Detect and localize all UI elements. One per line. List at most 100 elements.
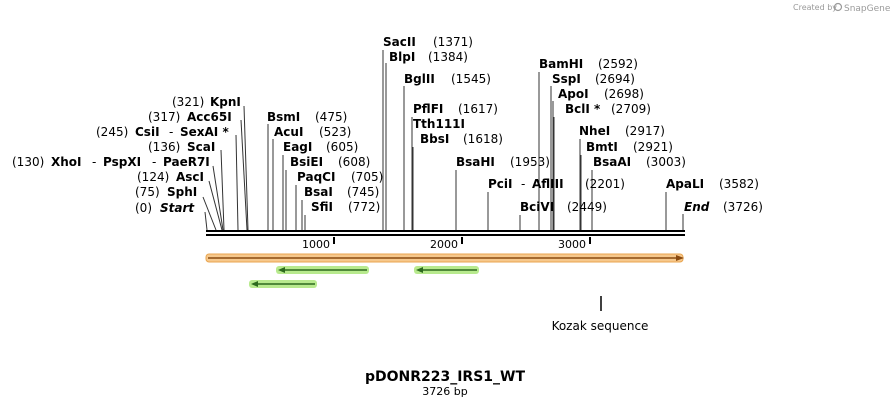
site-label-start[interactable]: Start: [160, 201, 195, 215]
site-label-xhoi[interactable]: XhoI: [51, 155, 82, 169]
site-label-bmti[interactable]: BmtI: [586, 140, 618, 154]
site-pos-kpni: (321): [172, 95, 204, 109]
leader-line-sphi: [202, 196, 217, 231]
orf-arrow-icon: [676, 255, 684, 261]
site-label-afliii[interactable]: AflIII: [532, 177, 564, 191]
site-label-bsiei[interactable]: BsiEI: [290, 155, 323, 169]
primer-2[interactable]: [414, 266, 479, 274]
site-label-end[interactable]: End: [684, 200, 710, 214]
site-label-blpi[interactable]: BlpI: [389, 50, 415, 64]
leader-line-scai: [220, 149, 225, 231]
site-label-bsai[interactable]: BsaI: [304, 185, 333, 199]
site-pos-bsiei: (608): [338, 155, 370, 169]
snapgene-branding: Created by SnapGene: [793, 2, 891, 14]
site-pos-bglii: (1545): [451, 72, 491, 86]
site-label-nhei[interactable]: NheI: [579, 124, 610, 138]
primer-1[interactable]: [276, 266, 369, 274]
site-pos-bsai: (745): [347, 185, 379, 199]
orf-feature[interactable]: [205, 253, 684, 263]
site-pos-sfii: (772): [348, 200, 380, 214]
site-pos-sphi: (75): [135, 185, 160, 199]
site-label-bglii[interactable]: BglII: [404, 72, 435, 86]
branding-prefix: Created by: [793, 3, 837, 12]
site-pos-bsaai: (3003): [646, 155, 686, 169]
site-pos-xhoi: (130): [12, 155, 44, 169]
site-label-paer7i[interactable]: PaeR7I: [163, 155, 210, 169]
leader-line-start: [204, 211, 208, 231]
site-pos-sspi: (2694): [595, 72, 635, 86]
site-label-sphi[interactable]: SphI: [167, 185, 197, 199]
site-label-bsahi[interactable]: BsaHI: [456, 155, 495, 169]
site-leader-lines: [202, 50, 684, 231]
site-separator-pspxi: -: [152, 155, 156, 169]
site-pos-bcivi: (2449): [567, 200, 607, 214]
ruler-tick-2000: [461, 237, 463, 244]
leader-line-kpni: [243, 105, 249, 231]
kozak-feature[interactable]: Kozak sequence: [552, 296, 649, 333]
primer-3[interactable]: [249, 280, 317, 288]
site-label-sspi[interactable]: SspI: [552, 72, 581, 86]
site-label-bsaai[interactable]: BsaAI: [593, 155, 631, 169]
site-pos-acc65i: (317): [148, 110, 180, 124]
site-label-pcii[interactable]: PciI: [488, 177, 513, 191]
site-pos-pflfi: (1617): [458, 102, 498, 116]
site-label-acc65i[interactable]: Acc65I: [187, 110, 232, 124]
branding-name: SnapGene: [844, 4, 891, 14]
site-label-tth111i[interactable]: Tth111I: [413, 117, 465, 131]
ruler-tick-3000: [589, 237, 591, 244]
plasmid-length: 3726 bp: [422, 385, 467, 398]
site-label-kpni[interactable]: KpnI: [210, 95, 241, 109]
site-pos-apali: (3582): [719, 177, 759, 191]
site-label-scai[interactable]: ScaI: [187, 140, 215, 154]
site-label-sacii[interactable]: SacII: [383, 35, 416, 49]
site-pos-paqci: (705): [351, 170, 383, 184]
backbone-bottom-strand: [206, 234, 685, 236]
site-label-bcivi[interactable]: BciVI: [520, 200, 554, 214]
site-pos-bbsi: (1618): [463, 132, 503, 146]
plasmid-name: pDONR223_IRS1_WT: [365, 369, 526, 385]
site-pos-afliii: (2201): [585, 177, 625, 191]
site-pos-eagi: (605): [326, 140, 358, 154]
leader-line-xhoi: [212, 165, 224, 231]
site-label-apali[interactable]: ApaLI: [666, 177, 704, 191]
primer-2-arrow-icon: [416, 267, 423, 273]
site-pos-sacii: (1371): [433, 35, 473, 49]
site-pos-end: (3726): [723, 200, 763, 214]
kozak-label: Kozak sequence: [552, 319, 649, 333]
site-label-bbsi[interactable]: BbsI: [420, 132, 449, 146]
site-label-asci[interactable]: AscI: [176, 170, 204, 184]
site-pos-asci: (124): [137, 170, 169, 184]
site-label-bamhi[interactable]: BamHI: [539, 57, 583, 71]
site-pos-bcli: (2709): [611, 102, 651, 116]
site-label-bcli[interactable]: BclI *: [565, 102, 601, 116]
leader-line-asci: [208, 180, 223, 231]
site-label-sexai[interactable]: SexAI *: [180, 125, 229, 139]
site-pos-start: (0): [135, 201, 152, 215]
site-label-eagi[interactable]: EagI: [283, 140, 312, 154]
position-ruler: 1000 2000 3000: [302, 237, 591, 251]
site-pos-apoi: (2698): [604, 87, 644, 101]
site-pos-bsahi: (1953): [510, 155, 550, 169]
site-label-csii[interactable]: CsiI: [135, 125, 160, 139]
sequence-backbone: [206, 230, 685, 236]
primer-features: [249, 266, 479, 288]
site-label-apoi[interactable]: ApoI: [558, 87, 589, 101]
leader-line-acc65i: [240, 119, 248, 231]
site-label-acui[interactable]: AcuI: [274, 125, 303, 139]
site-label-bsmi[interactable]: BsmI: [267, 110, 300, 124]
ruler-tick-label-1000: 1000: [302, 238, 330, 251]
primer-1-arrow-icon: [278, 267, 285, 273]
site-pos-scai: (136): [148, 140, 180, 154]
site-label-paqci[interactable]: PaqCI: [297, 170, 335, 184]
site-label-sfii[interactable]: SfiI: [311, 200, 333, 214]
site-separator-csii: -: [169, 125, 173, 139]
site-pos-bamhi: (2592): [598, 57, 638, 71]
backbone-top-strand: [206, 230, 685, 232]
site-pos-nhei: (2917): [625, 124, 665, 138]
site-labels-right: SacII (1371) BlpI (1384) BglII (1545) Pf…: [383, 35, 763, 214]
primer-3-arrow-icon: [251, 281, 258, 287]
site-label-pflfi[interactable]: PflFI: [413, 102, 443, 116]
site-label-pspxi[interactable]: PspXI: [103, 155, 141, 169]
leader-line-csii: [235, 134, 239, 231]
